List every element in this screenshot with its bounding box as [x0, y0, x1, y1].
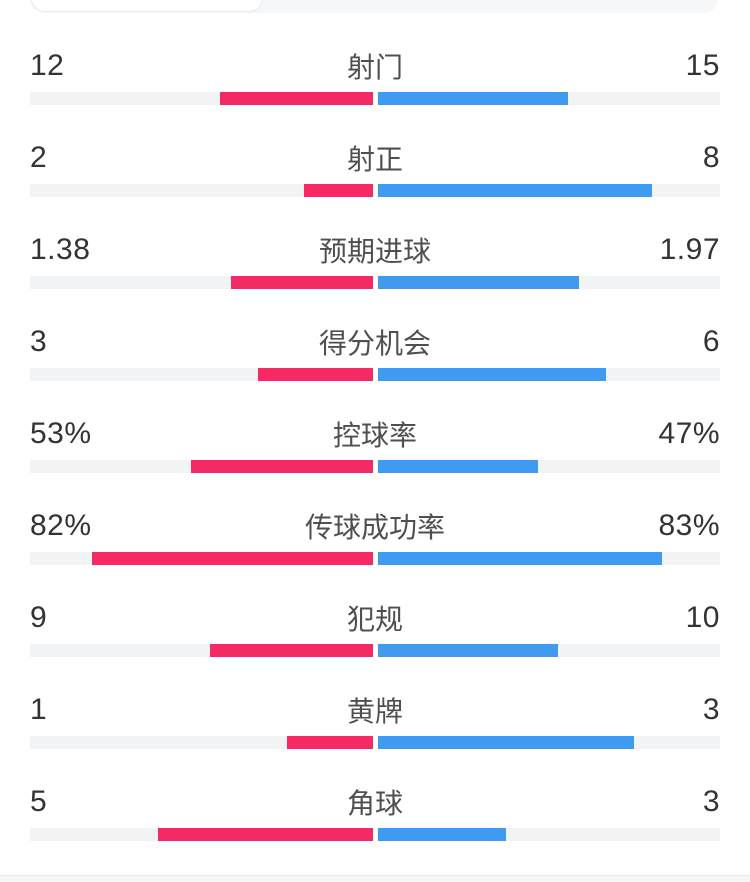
stat-label: 角球 [346, 788, 403, 819]
stat-row-header: 1.38 预期进球 1.97 [0, 224, 750, 276]
away-value: 10 [685, 601, 720, 634]
stat-label: 传球成功率 [304, 512, 445, 543]
stat-row: 12 射门 15 [0, 40, 750, 132]
stat-bars [0, 184, 750, 197]
stat-bars [0, 736, 750, 749]
home-value: 9 [30, 601, 48, 634]
stat-row: 5 角球 3 [0, 776, 750, 868]
bar-track-left [30, 368, 373, 381]
stat-row-header: 2 射正 8 [0, 132, 750, 184]
stat-label: 得分机会 [318, 328, 431, 359]
stat-row-header: 53% 控球率 47% [0, 408, 750, 460]
stat-row: 2 射正 8 [0, 132, 750, 224]
stat-row: 53% 控球率 47% [0, 408, 750, 500]
stat-label: 预期进球 [318, 236, 431, 267]
stat-label: 射门 [346, 52, 403, 83]
away-bar [377, 460, 539, 473]
bar-track-left [30, 184, 373, 197]
stat-label: 射正 [346, 144, 403, 175]
away-bar [377, 276, 579, 289]
bar-track-left [30, 276, 373, 289]
bar-track-right [377, 368, 720, 381]
home-value: 12 [30, 49, 65, 82]
away-value: 83% [658, 509, 720, 542]
home-bar [158, 828, 373, 841]
home-bar [231, 276, 373, 289]
stat-row: 1 黄牌 3 [0, 684, 750, 776]
away-bar [377, 92, 568, 105]
stat-label: 犯规 [346, 604, 403, 635]
bar-track-right [377, 276, 720, 289]
away-bar [377, 644, 558, 657]
bar-track-right [377, 460, 720, 473]
bar-track-left [30, 828, 373, 841]
selected-tab-pill[interactable] [31, 0, 263, 12]
away-value: 8 [702, 141, 720, 174]
stat-bars [0, 368, 750, 381]
away-bar [377, 552, 662, 565]
bar-track-left [30, 92, 373, 105]
stat-bars [0, 828, 750, 841]
away-bar [377, 736, 635, 749]
bar-track-right [377, 552, 720, 565]
bar-track-left [30, 460, 373, 473]
stat-row-header: 1 黄牌 3 [0, 684, 750, 736]
bar-track-left [30, 736, 373, 749]
bar-track-left [30, 644, 373, 657]
bar-track-right [377, 184, 720, 197]
stat-row-header: 5 角球 3 [0, 776, 750, 828]
bar-track-right [377, 736, 720, 749]
away-value: 1.97 [659, 233, 720, 266]
stat-row-header: 3 得分机会 6 [0, 316, 750, 368]
away-value: 47% [658, 417, 720, 450]
away-bar [377, 828, 506, 841]
stat-bars [0, 276, 750, 289]
tab-strip [30, 0, 720, 13]
away-value: 6 [702, 325, 720, 358]
footer-divider [0, 875, 750, 882]
home-value: 1.38 [30, 233, 91, 266]
bar-track-right [377, 92, 720, 105]
stat-row-header: 9 犯规 10 [0, 592, 750, 644]
home-value: 3 [30, 325, 48, 358]
stat-label: 控球率 [332, 420, 417, 451]
home-value: 2 [30, 141, 48, 174]
stat-bars [0, 92, 750, 105]
home-value: 82% [30, 509, 92, 542]
stat-row: 3 得分机会 6 [0, 316, 750, 408]
away-value: 15 [685, 49, 720, 82]
home-bar [286, 736, 373, 749]
home-bar [220, 92, 373, 105]
stat-row-header: 82% 传球成功率 83% [0, 500, 750, 552]
home-bar [91, 552, 373, 565]
away-value: 3 [702, 785, 720, 818]
stat-row: 1.38 预期进球 1.97 [0, 224, 750, 316]
stat-label: 黄牌 [346, 696, 403, 727]
stat-row: 9 犯规 10 [0, 592, 750, 684]
home-bar [258, 368, 373, 381]
home-bar [190, 460, 373, 473]
stat-row: 82% 传球成功率 83% [0, 500, 750, 592]
stat-bars [0, 552, 750, 565]
stat-bars [0, 644, 750, 657]
bar-track-left [30, 552, 373, 565]
bar-track-right [377, 828, 720, 841]
home-value: 5 [30, 785, 48, 818]
away-bar [377, 184, 652, 197]
home-value: 53% [30, 417, 92, 450]
stats-panel: 12 射门 15 2 射正 8 1.38 预期进球 1.97 [0, 13, 750, 868]
home-value: 1 [30, 693, 48, 726]
home-bar [210, 644, 373, 657]
away-value: 3 [702, 693, 720, 726]
bar-track-right [377, 644, 720, 657]
away-bar [377, 368, 606, 381]
stat-row-header: 12 射门 15 [0, 40, 750, 92]
stat-bars [0, 460, 750, 473]
home-bar [304, 184, 373, 197]
